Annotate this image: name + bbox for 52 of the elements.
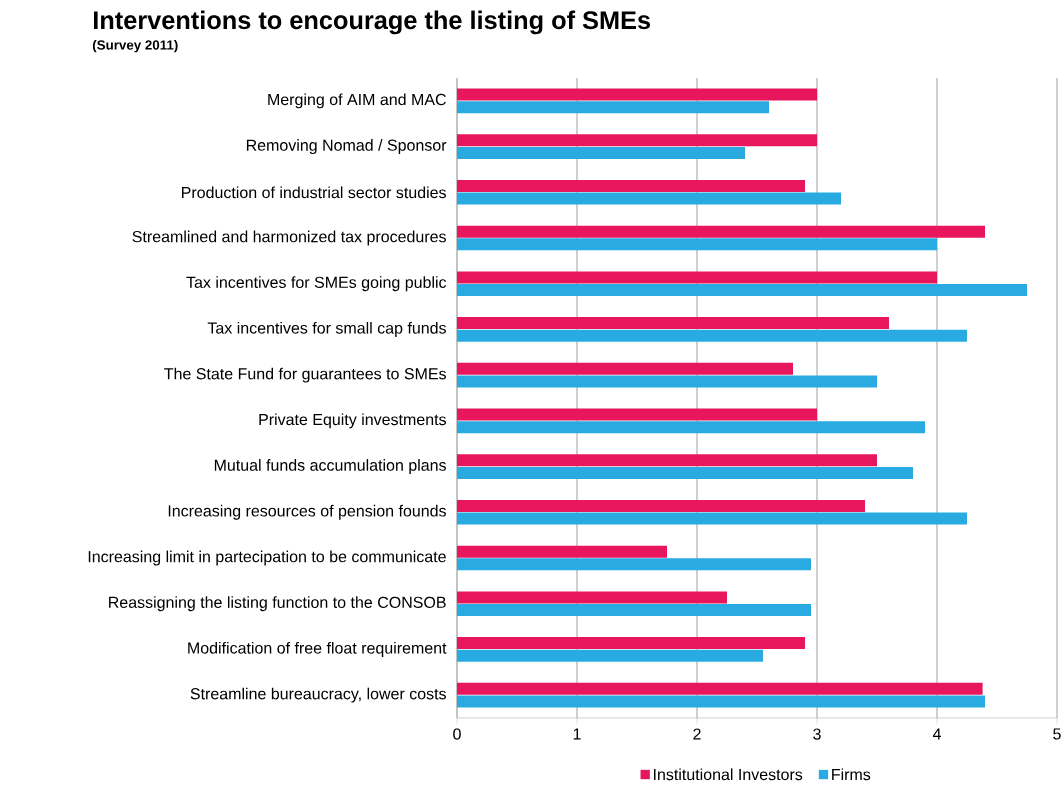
bar <box>457 695 985 708</box>
bar <box>457 238 937 251</box>
bar <box>457 225 985 238</box>
x-tick-label: 1 <box>573 728 581 740</box>
bar <box>457 512 967 525</box>
bar <box>457 545 667 558</box>
y-tick-label: Streamlined and harmonized tax procedures <box>132 230 446 246</box>
bar <box>457 604 811 617</box>
bar <box>457 466 913 479</box>
x-tick-label: 4 <box>932 728 941 740</box>
bar <box>457 558 811 571</box>
y-tick-label: Increasing limit in partecipation to be communicate <box>88 550 446 566</box>
bar <box>457 101 769 114</box>
y-tick-label: Private Equity investments <box>259 413 446 429</box>
legend-label: Firms <box>832 768 871 781</box>
bar <box>457 454 877 467</box>
y-tick-label: Merging of AIM and MAC <box>268 93 446 109</box>
y-tick-label: The State Fund for guarantees to SMEs <box>164 367 446 383</box>
bar <box>457 591 727 604</box>
bar <box>457 637 805 650</box>
bar <box>457 146 745 159</box>
bar <box>457 179 805 192</box>
bar <box>457 649 763 662</box>
x-tick-label: 2 <box>693 728 701 740</box>
bar <box>457 375 877 388</box>
bar <box>457 421 925 434</box>
legend-label: Institutional Investors <box>654 768 803 781</box>
bar <box>457 271 937 284</box>
bar <box>457 682 983 695</box>
bar <box>457 362 793 375</box>
x-tick-label: 3 <box>813 728 821 740</box>
bar <box>457 329 967 342</box>
bar <box>457 317 889 330</box>
y-tick-label: Production of industrial sector studies <box>182 186 446 199</box>
x-tick-label: 0 <box>453 728 461 740</box>
y-tick-label: Tax incentives for small cap funds <box>207 321 446 337</box>
bar <box>457 88 817 101</box>
y-tick-label: Streamline bureaucracy, lower costs <box>190 687 446 703</box>
chart-title: Interventions to encourage the listing of SMEs <box>93 10 651 35</box>
y-tick-label: Tax incentives for SMEs going public <box>186 276 447 292</box>
y-tick-label: Reassigning the listing function to the CONSOB <box>109 596 446 612</box>
bar <box>457 192 841 205</box>
bar <box>457 284 1027 297</box>
bar <box>457 134 817 147</box>
x-tick-label: 5 <box>1053 728 1061 740</box>
bar <box>457 499 865 512</box>
y-tick-label: Increasing resources of pension founds <box>168 504 446 520</box>
text: (Survey 2011) <box>92 39 178 53</box>
bar <box>457 408 817 421</box>
y-tick-label: Mutual funds accumulation plans <box>214 459 446 475</box>
y-tick-label: Modification of free float requirement <box>188 641 447 657</box>
y-tick-label: Removing Nomad / Sponsor <box>246 139 447 155</box>
